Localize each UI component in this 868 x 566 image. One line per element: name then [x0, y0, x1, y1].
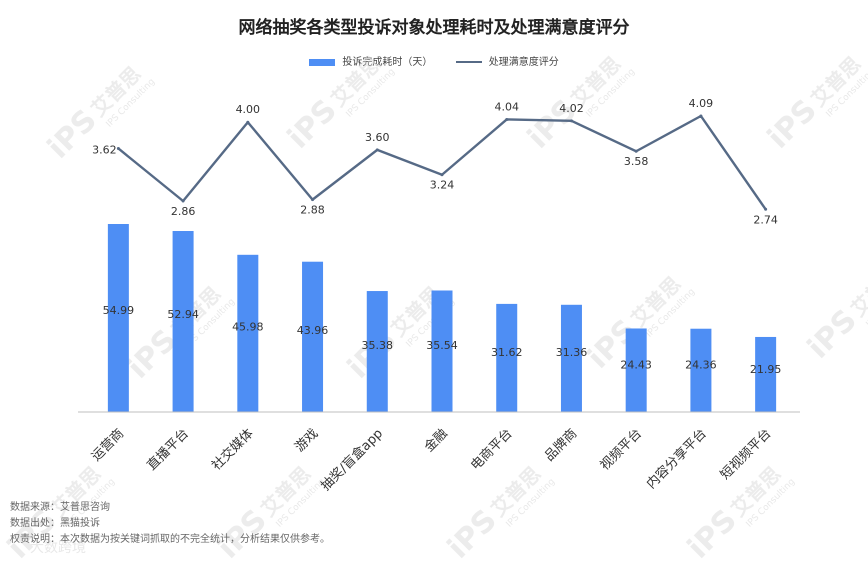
bar-value-label: 45.98	[232, 320, 264, 333]
bar[interactable]	[107, 224, 129, 412]
line-point[interactable]	[699, 114, 703, 118]
line-point[interactable]	[764, 207, 768, 211]
bar[interactable]	[172, 231, 194, 412]
bar[interactable]	[366, 291, 388, 412]
bar-value-label: 24.43	[620, 359, 652, 372]
line-point[interactable]	[440, 173, 444, 177]
bar-value-label: 21.95	[750, 363, 782, 376]
x-tick-label: 视频平台	[598, 426, 645, 473]
legend-bar-swatch	[309, 58, 336, 66]
satisfaction-line[interactable]	[117, 114, 767, 210]
bar-value-label: 54.99	[103, 304, 135, 317]
line-value-label: 3.62	[92, 143, 117, 156]
line-value-label: 3.60	[365, 131, 390, 144]
line-point[interactable]	[634, 149, 638, 153]
chart-legend: 投诉完成耗时（天） 处理满意度评分	[0, 53, 868, 68]
bar[interactable]	[625, 328, 647, 412]
line-point[interactable]	[246, 120, 250, 124]
line-point[interactable]	[116, 146, 120, 150]
line-point[interactable]	[311, 198, 315, 202]
bar-value-labels: 54.99 52.94 45.98 43.96 35.38 35.54 31.62 31.36…	[103, 304, 782, 376]
x-tick-label: 运营商	[89, 426, 127, 464]
bar[interactable]	[496, 303, 518, 412]
line-value-label: 4.00	[236, 103, 261, 116]
note-disclaimer: 权责说明：本次数据为按关键词抓取的不完全统计，分析结果仅供参考。	[10, 534, 330, 545]
note-source: 数据来源：艾普思咨询	[10, 502, 110, 513]
legend-label-bar: 投诉完成耗时（天）	[342, 57, 433, 68]
x-tick-label: 游戏	[292, 426, 321, 455]
source-notes: 数据来源：艾普思咨询 数据出处：黑猫投诉 权责说明：本次数据为按关键词抓取的不完…	[10, 500, 330, 548]
line-value-label: 2.86	[171, 205, 196, 218]
bar[interactable]	[302, 261, 324, 412]
corner-watermark: 大数跨境	[30, 540, 86, 556]
line-value-label: 3.24	[430, 179, 455, 192]
x-tick-label: 直播平台	[145, 426, 192, 473]
x-tick-label: 内容分享平台	[643, 426, 709, 492]
x-tick-label: 电商平台	[468, 426, 515, 473]
legend-item-line[interactable]: 处理满意度评分	[455, 53, 559, 68]
bar[interactable]	[560, 304, 582, 412]
bar[interactable]	[755, 336, 777, 412]
line-value-label: 2.74	[753, 213, 778, 226]
bar-value-label: 43.96	[297, 324, 329, 337]
x-tick-label: 社交媒体	[209, 426, 257, 474]
bar-series	[107, 224, 777, 412]
bar-value-label: 24.36	[685, 359, 717, 372]
line-value-labels: 3.62 2.86 4.00 2.88 3.60 3.24 4.04 4.02 3.58 4.09…	[92, 97, 778, 226]
line-value-label: 4.09	[689, 97, 714, 110]
legend-label-line: 处理满意度评分	[488, 57, 559, 68]
legend-item-bar[interactable]: 投诉完成耗时（天）	[309, 53, 432, 68]
line-point[interactable]	[181, 199, 185, 203]
bar[interactable]	[237, 254, 259, 412]
bar-value-label: 52.94	[167, 308, 199, 321]
line-value-label: 4.04	[494, 100, 519, 113]
line-value-label: 3.58	[624, 155, 649, 168]
line-point[interactable]	[505, 117, 509, 121]
bar-value-label: 35.54	[426, 339, 458, 352]
line-series	[116, 114, 768, 211]
watermark-logo-text: 艾普思	[846, 262, 868, 321]
note-origin: 数据出处：黑猫投诉	[10, 518, 100, 529]
x-tick-label: 品牌商	[541, 426, 580, 465]
line-value-label: 2.88	[300, 204, 325, 217]
bar[interactable]	[431, 290, 453, 412]
bar-value-label: 35.38	[362, 339, 394, 352]
line-point[interactable]	[375, 148, 379, 152]
legend-line-swatch	[455, 61, 482, 63]
x-tick-label: 抽奖/盲盒app	[318, 426, 386, 494]
chart-title: 网络抽奖各类型投诉对象处理耗时及处理满意度评分	[238, 18, 630, 38]
x-tick-label: 金融	[421, 426, 451, 456]
line-point[interactable]	[569, 119, 573, 123]
bar-value-label: 31.62	[491, 346, 523, 359]
bar[interactable]	[690, 328, 712, 412]
line-value-label: 4.02	[559, 102, 584, 115]
bar-value-label: 31.36	[556, 346, 588, 359]
